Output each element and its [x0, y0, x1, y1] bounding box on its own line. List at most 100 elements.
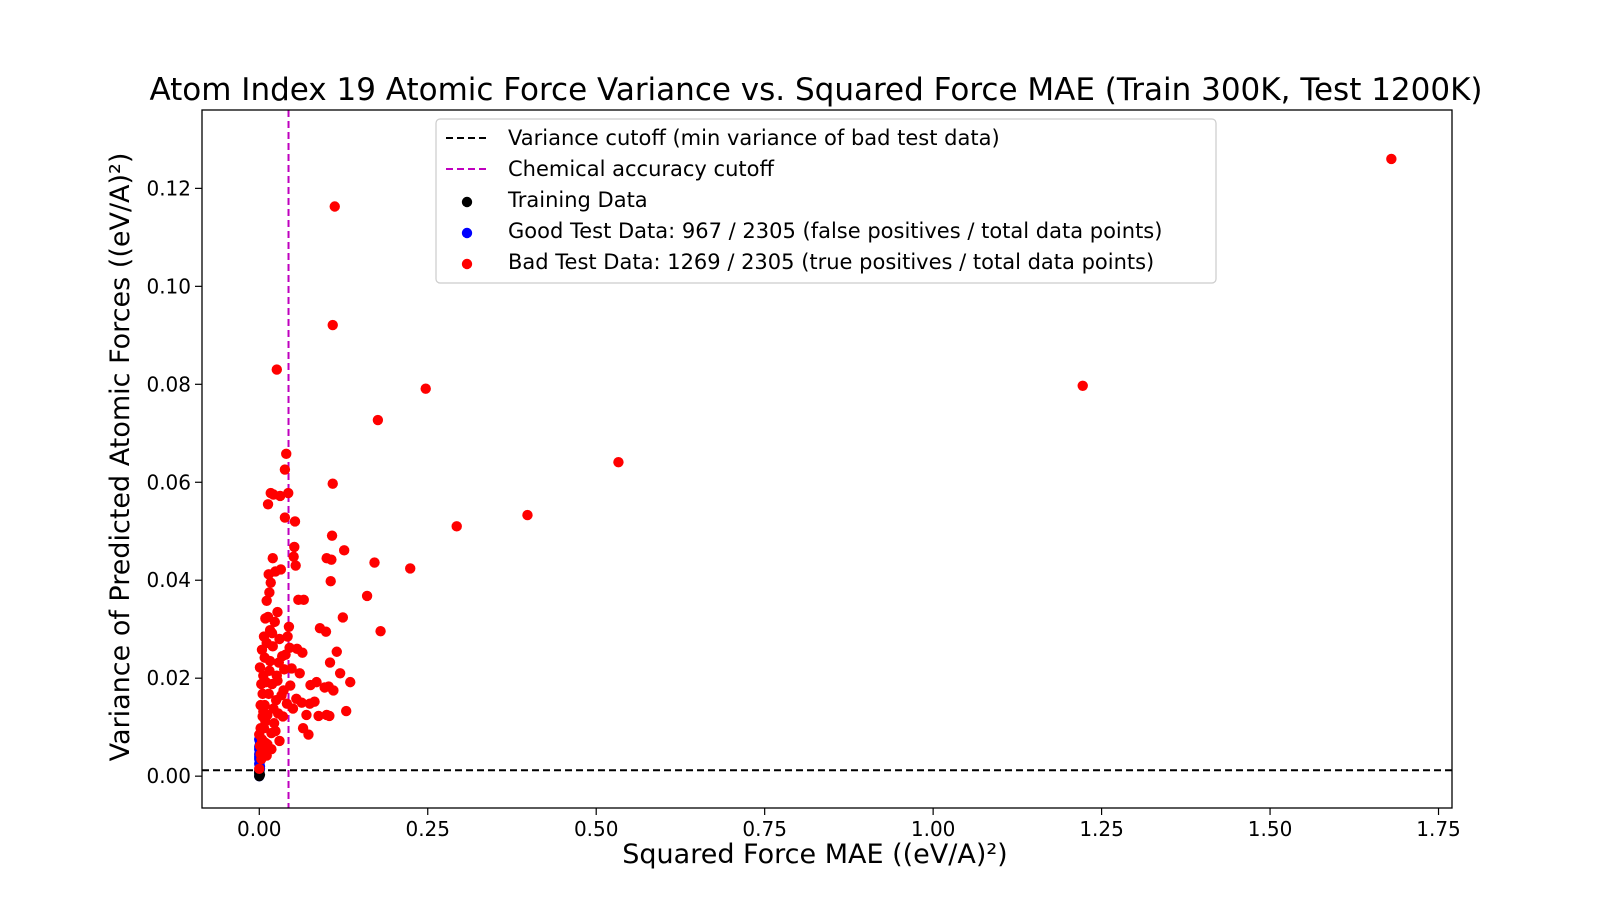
bad-test-data-point	[264, 655, 276, 667]
bad-test-data-point	[260, 613, 271, 624]
bad-test-data-point	[281, 698, 293, 709]
bad-test-data-point	[334, 668, 346, 679]
legend-marker-swatch	[461, 258, 473, 270]
y-tick-label: 0.00	[146, 764, 191, 788]
chart-title: Atom Index 19 Atomic Force Variance vs. …	[149, 72, 1482, 108]
bad-test-data-point	[325, 576, 336, 587]
bad-test-data-point	[304, 698, 316, 709]
bad-test-data-point	[268, 703, 279, 714]
legend-entry-label: Training Data	[507, 188, 648, 212]
bad-test-data-point	[284, 642, 295, 654]
y-tick-label: 0.12	[146, 176, 191, 200]
bad-test-data-point	[256, 678, 267, 690]
y-tick-label: 0.06	[146, 470, 191, 494]
bad-test-data-point	[327, 478, 338, 489]
x-tick-label: 0.25	[405, 817, 450, 841]
bad-test-data-point	[266, 627, 278, 639]
bad-test-data-point	[268, 718, 280, 729]
bad-test-data-point	[263, 688, 274, 700]
y-axis-label: Variance of Predicted Atomic Forces ((eV…	[105, 153, 136, 762]
legend-entry-label: Bad Test Data: 1269 / 2305 (true positiv…	[508, 250, 1154, 274]
x-tick-label: 1.75	[1416, 817, 1461, 841]
bad-test-data-point	[265, 577, 276, 588]
legend-entry-label: Chemical accuracy cutoff	[508, 157, 774, 181]
bad-test-data-point	[274, 633, 285, 645]
bad-test-data-point	[372, 414, 384, 426]
y-tick-label: 0.10	[146, 274, 191, 298]
bad-test-data-point	[272, 606, 283, 618]
plot-frame	[201, 109, 1453, 809]
bad-test-data-point	[272, 675, 283, 686]
bad-test-data-point	[314, 623, 326, 634]
bad-test-data-point	[326, 530, 338, 541]
bad-test-data-point	[420, 383, 431, 394]
bad-test-data-point	[1386, 153, 1397, 165]
bad-test-data-series	[254, 153, 1397, 775]
bad-test-data-point	[256, 644, 268, 655]
legend-marker-swatch	[461, 227, 473, 239]
bad-test-data-point	[262, 499, 274, 510]
x-tick-label: 1.50	[1248, 817, 1293, 841]
legend-marker-swatch	[461, 196, 473, 208]
bad-test-data-point	[324, 657, 336, 668]
bad-test-data-point	[283, 487, 294, 499]
bad-test-data-point	[265, 487, 276, 499]
bad-test-data-point	[321, 552, 332, 564]
bad-test-data-point	[254, 729, 265, 740]
bad-test-data-point	[260, 716, 271, 727]
bad-test-data-point	[613, 456, 624, 468]
bad-test-data-point	[263, 569, 274, 580]
bad-test-data-point	[271, 364, 282, 375]
bad-test-data-point	[293, 594, 304, 606]
bad-test-data-point	[294, 668, 305, 679]
bad-test-data-point	[313, 710, 324, 722]
bad-test-data-point	[282, 631, 293, 642]
legend-entry-label: Good Test Data: 967 / 2305 (false positi…	[508, 219, 1162, 243]
x-tick-label: 1.00	[911, 817, 956, 841]
bad-test-data-point	[288, 551, 299, 562]
bad-test-data-point	[522, 509, 533, 521]
bad-test-data-point	[254, 662, 266, 673]
x-axis-label: Squared Force MAE ((eV/A)²)	[622, 839, 1007, 870]
bad-test-data-point	[279, 512, 291, 523]
y-tick-label: 0.08	[146, 372, 191, 396]
bad-test-data-point	[279, 464, 291, 475]
x-tick-label: 0.00	[237, 817, 282, 841]
legend: Variance cutoff (min variance of bad tes…	[435, 118, 1217, 284]
x-tick-label: 0.50	[574, 817, 619, 841]
legend-box	[435, 118, 1217, 284]
bad-test-data-point	[369, 557, 380, 568]
bad-test-data-point	[274, 735, 285, 747]
bad-test-data-point	[331, 646, 342, 657]
y-tick-label: 0.02	[146, 666, 191, 690]
bad-test-data-point	[451, 521, 462, 532]
bad-test-data-point	[301, 709, 312, 721]
x-tick-label: 1.25	[1079, 817, 1124, 841]
x-tick-label: 0.75	[742, 817, 787, 841]
bad-test-data-point	[254, 763, 265, 775]
bad-test-data-point	[337, 612, 349, 623]
legend-entry-label: Variance cutoff (min variance of bad tes…	[508, 126, 1000, 150]
bad-test-data-point	[261, 750, 272, 761]
bad-test-data-point	[267, 552, 278, 564]
bad-test-data-point	[283, 621, 295, 632]
bad-test-data-point	[305, 679, 316, 691]
bad-test-data-point	[297, 722, 309, 734]
bad-test-data-point	[329, 201, 340, 212]
y-tick-label: 0.04	[146, 568, 191, 592]
bad-test-data-point	[321, 709, 332, 721]
bad-test-data-point	[327, 319, 338, 331]
bad-test-data-point	[405, 563, 416, 574]
bad-test-data-point	[281, 448, 292, 460]
bad-test-data-point	[319, 682, 330, 693]
bad-test-data-point	[289, 541, 300, 553]
bad-test-data-point	[270, 695, 282, 706]
bad-test-data-point	[258, 631, 270, 642]
bad-test-data-point	[375, 625, 386, 637]
bad-test-data-point	[338, 545, 350, 556]
bad-test-data-point	[270, 725, 281, 737]
bad-test-data-point	[261, 595, 272, 607]
bad-test-data-point	[291, 693, 302, 704]
